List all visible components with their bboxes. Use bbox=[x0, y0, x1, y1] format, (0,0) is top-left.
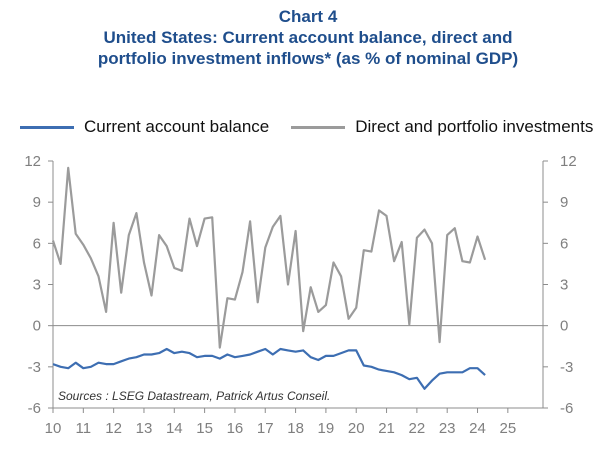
y-tick-label-left: 0 bbox=[33, 318, 41, 335]
source-note: Sources : LSEG Datastream, Patrick Artus… bbox=[58, 389, 330, 403]
x-tick-label: 17 bbox=[257, 420, 274, 437]
y-tick-label-right: 6 bbox=[560, 235, 568, 252]
x-tick-label: 19 bbox=[318, 420, 335, 437]
chart-series bbox=[51, 166, 487, 390]
legend-swatch-investments bbox=[291, 125, 346, 129]
y-tick-label-right: -3 bbox=[560, 359, 573, 376]
y-tick-label-left: -3 bbox=[28, 359, 41, 376]
chart-axes: -6 -6 -3 -3 0 0 3 3 6 6 9 9 12 12 10 11 12 13 14 15 16 17 18 19… bbox=[24, 153, 576, 437]
x-tick-label: 18 bbox=[287, 420, 304, 437]
x-tick-label: 16 bbox=[227, 420, 244, 437]
legend: Current account balance Direct and portf… bbox=[20, 114, 610, 140]
legend-item-investments: Direct and portfolio investments bbox=[291, 117, 593, 137]
y-tick-label-left: 6 bbox=[33, 235, 41, 252]
x-tick-label: 24 bbox=[469, 420, 486, 437]
legend-item-current-account: Current account balance bbox=[20, 117, 269, 137]
x-tick-label: 20 bbox=[348, 420, 365, 437]
x-tick-label: 15 bbox=[196, 420, 213, 437]
x-tick-label: 11 bbox=[76, 420, 92, 437]
x-tick-label: 10 bbox=[45, 420, 62, 437]
x-tick-label: 12 bbox=[105, 420, 122, 437]
x-tick-label: 23 bbox=[439, 420, 456, 437]
y-tick-label-right: -6 bbox=[560, 400, 573, 417]
chart-title-line-2: portfolio investment inflows* (as % of n… bbox=[97, 49, 519, 68]
y-tick-label-left: -6 bbox=[28, 400, 41, 417]
y-tick-label-right: 12 bbox=[560, 153, 577, 170]
x-tick-label: 25 bbox=[499, 420, 516, 437]
series-line-current-account bbox=[52, 347, 486, 390]
series-line-investments bbox=[51, 166, 487, 349]
y-tick-label-right: 0 bbox=[560, 318, 568, 335]
x-tick-label: 14 bbox=[166, 420, 183, 437]
y-tick-label-right: 3 bbox=[560, 277, 568, 294]
chart-number: Chart 4 bbox=[278, 7, 338, 26]
legend-label-investments: Direct and portfolio investments bbox=[355, 117, 594, 136]
y-tick-label-left: 9 bbox=[33, 194, 41, 211]
x-tick-label: 22 bbox=[409, 420, 426, 437]
legend-swatch-current-account bbox=[20, 125, 74, 129]
y-tick-label-left: 12 bbox=[24, 153, 41, 170]
y-tick-label-left: 3 bbox=[33, 277, 41, 294]
y-tick-label-right: 9 bbox=[560, 194, 568, 211]
x-tick-label: 21 bbox=[378, 420, 395, 437]
x-tick-label: 13 bbox=[136, 420, 153, 437]
chart-title-line-1: United States: Current account balance, … bbox=[103, 28, 513, 47]
chart-title-block: Chart 4 United States: Current account b… bbox=[0, 6, 616, 69]
legend-label-current-account: Current account balance bbox=[84, 117, 270, 136]
